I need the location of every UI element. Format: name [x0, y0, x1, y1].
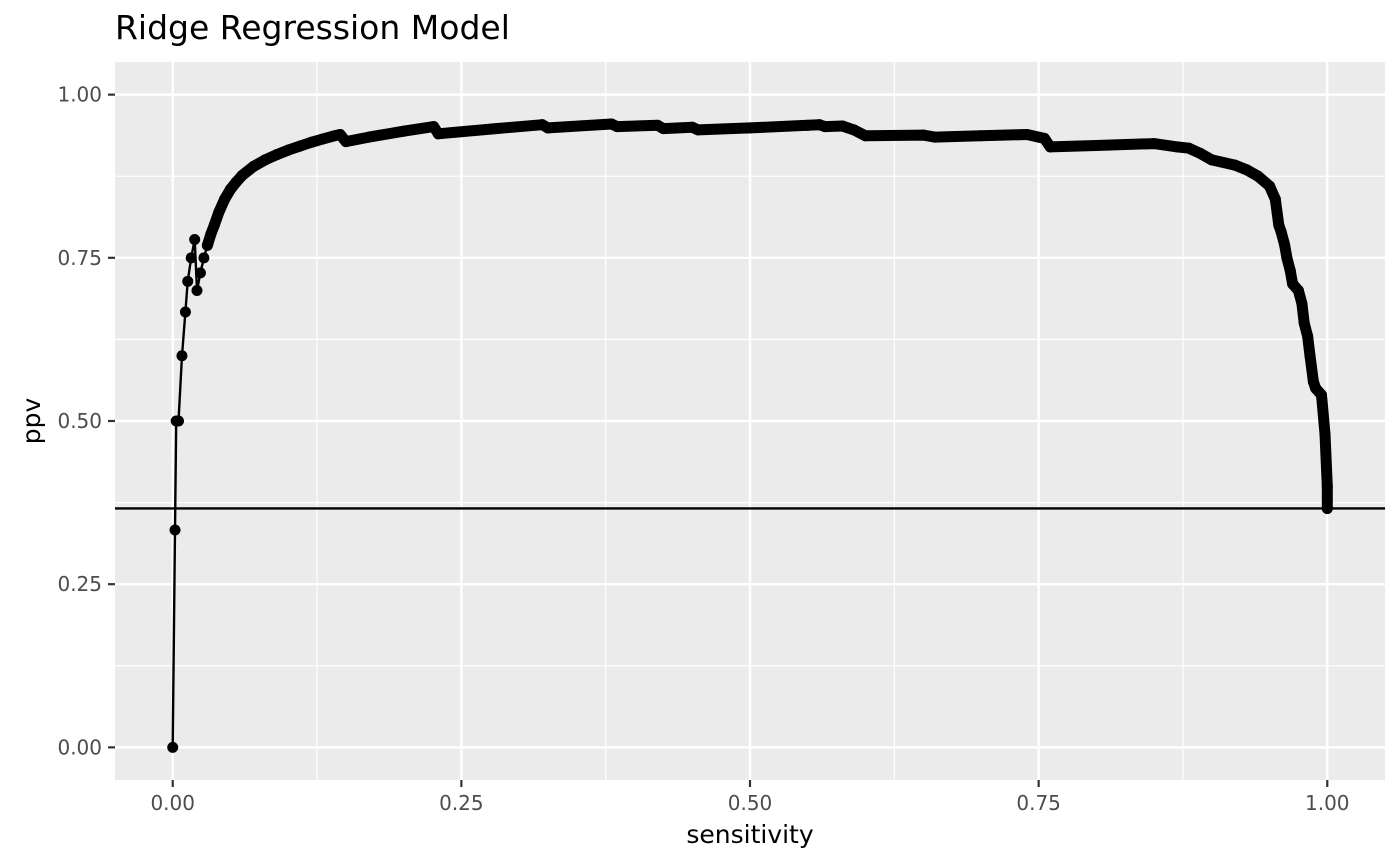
series-point — [802, 119, 814, 131]
series-point — [836, 120, 848, 132]
series-point — [1292, 284, 1304, 296]
x-tick-label: 0.50 — [728, 791, 773, 815]
series-point — [975, 130, 987, 142]
series-point — [1296, 298, 1308, 310]
series-point — [1275, 226, 1287, 238]
series-point — [542, 122, 554, 134]
series-point — [744, 122, 756, 134]
series-point — [305, 136, 317, 148]
series-point — [185, 252, 197, 264]
y-tick-label: 0.75 — [57, 246, 102, 270]
chart-title: Ridge Regression Model — [115, 8, 510, 47]
series-point — [173, 415, 184, 427]
y-tick-label: 0.00 — [57, 735, 102, 759]
series-point — [1252, 170, 1264, 182]
series-point — [236, 170, 248, 182]
series-point — [1319, 428, 1331, 440]
series-point — [490, 123, 502, 135]
x-tick-label: 0.00 — [150, 791, 195, 815]
series-point — [1229, 159, 1241, 171]
series-point — [692, 124, 704, 136]
series-point — [1206, 154, 1218, 166]
series-point — [657, 123, 669, 135]
series-point — [1269, 193, 1281, 205]
series-point — [176, 350, 188, 362]
y-axis-title: ppv — [17, 398, 46, 445]
series-point — [208, 219, 220, 231]
series-point — [398, 125, 410, 137]
series-point — [1194, 147, 1206, 159]
y-tick-label: 0.50 — [57, 409, 102, 433]
series-point — [1264, 180, 1276, 192]
series-ppv — [167, 118, 1333, 753]
series-point — [1171, 141, 1183, 153]
series-point — [363, 131, 375, 143]
x-tick-label: 0.25 — [439, 791, 484, 815]
series-point — [191, 284, 203, 296]
series-point — [167, 741, 179, 753]
series-point — [1321, 502, 1333, 514]
x-tick-label: 0.75 — [1016, 791, 1061, 815]
series-point — [1321, 480, 1333, 492]
series-point — [819, 121, 831, 133]
series-point — [1298, 317, 1310, 329]
series-point — [259, 154, 271, 166]
series-point — [1090, 140, 1102, 152]
series-point — [182, 275, 194, 287]
series-point — [848, 124, 860, 136]
series-point — [1304, 350, 1316, 362]
x-axis: 0.00 0.25 0.50 0.75 1.00 — [150, 780, 1350, 815]
series-point — [1183, 142, 1195, 154]
series-point — [859, 130, 871, 142]
x-tick-label: 1.00 — [1305, 791, 1350, 815]
series-point — [294, 140, 306, 152]
series-point — [1316, 389, 1327, 401]
series-point — [198, 252, 210, 264]
series-point — [179, 306, 191, 318]
y-tick-label: 0.25 — [57, 572, 102, 596]
series-point — [213, 206, 225, 218]
series-point — [1038, 132, 1050, 144]
series-point — [201, 239, 213, 251]
series-point — [169, 524, 181, 536]
y-tick-label: 1.00 — [57, 83, 102, 107]
series-point — [219, 193, 231, 205]
grid-major — [115, 62, 1385, 780]
series-point — [282, 144, 294, 156]
series-point — [205, 228, 217, 240]
series-point — [1148, 138, 1160, 150]
series-point — [340, 136, 352, 148]
series-point — [194, 267, 206, 279]
y-axis: 0.00 0.25 0.50 0.75 1.00 — [57, 83, 115, 759]
series-point — [611, 121, 623, 133]
series-point — [1044, 141, 1056, 153]
series-point — [1021, 128, 1033, 140]
series-point — [271, 149, 283, 161]
series-point — [1302, 330, 1314, 342]
series-point — [917, 129, 929, 141]
series-point — [317, 133, 329, 145]
series-point — [1281, 252, 1293, 264]
series-point — [432, 128, 444, 140]
series-point — [1240, 164, 1252, 176]
series-point — [1284, 265, 1296, 277]
series-point — [1279, 239, 1291, 251]
series-point — [248, 160, 260, 172]
series-point — [929, 131, 941, 143]
series-point — [189, 234, 201, 246]
x-axis-title: sensitivity — [686, 820, 814, 849]
